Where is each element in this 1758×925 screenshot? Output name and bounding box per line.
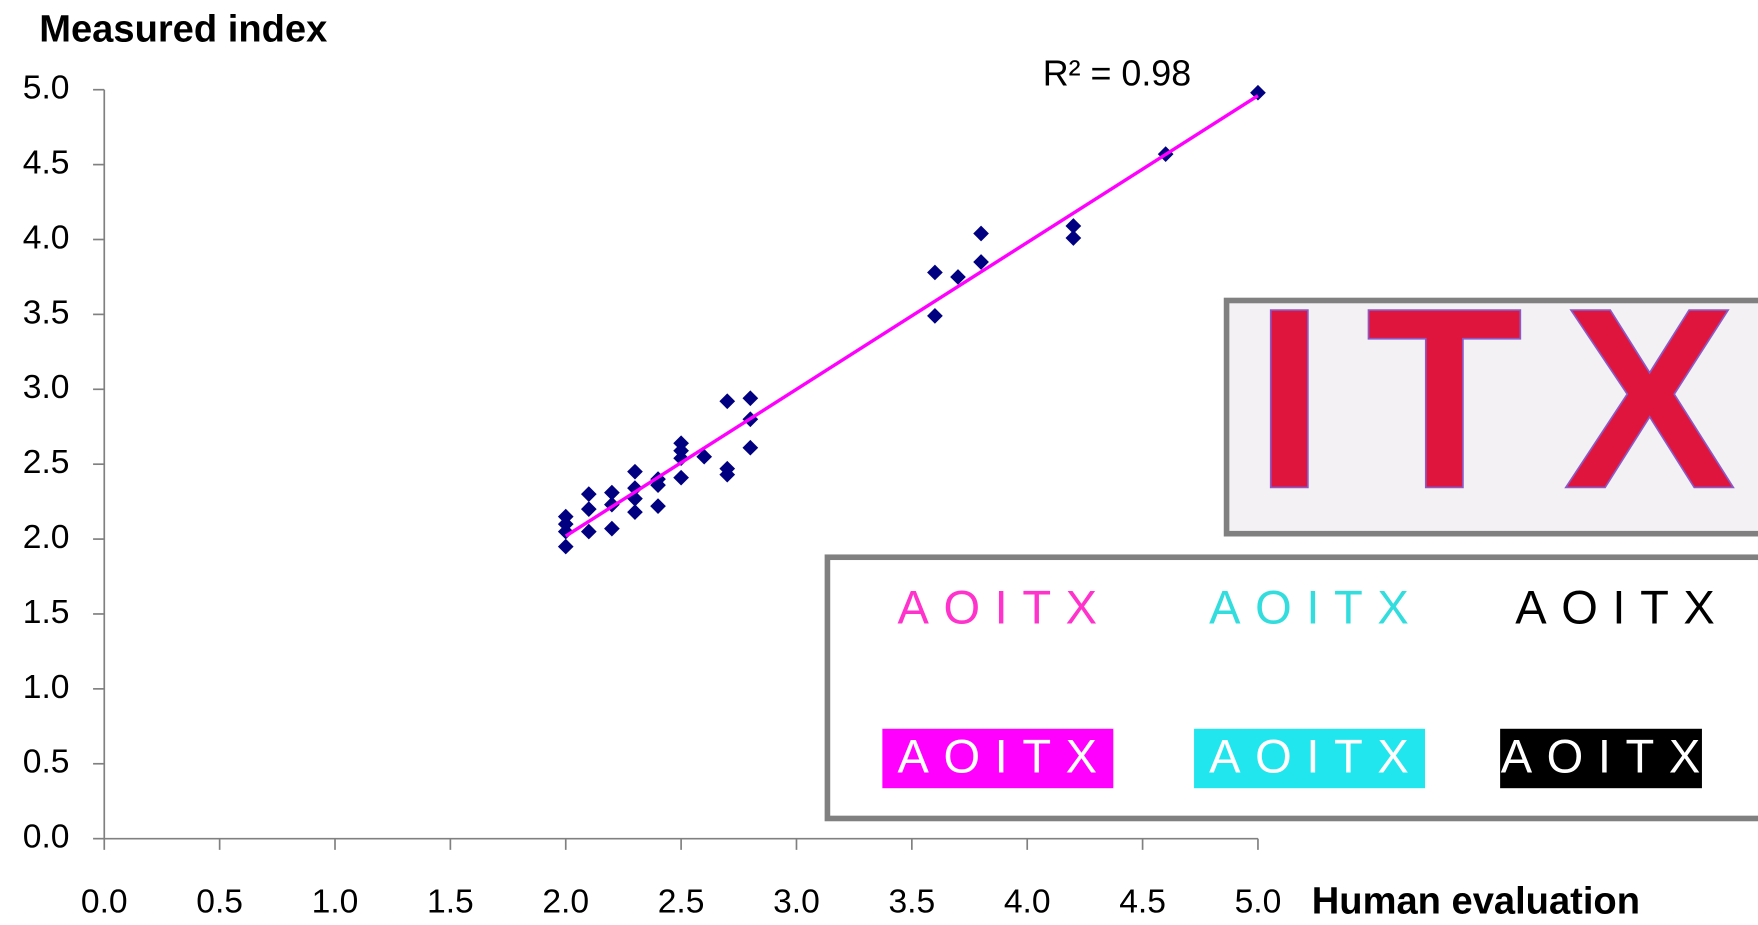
x-tick-label: 4.5	[1119, 884, 1166, 921]
y-tick-label: 0.5	[23, 744, 70, 781]
sample-text: AOITX	[898, 730, 1112, 783]
x-tick-label: 1.5	[427, 884, 474, 921]
y-tick-label: 4.5	[23, 144, 70, 181]
sample-text: AOITX	[1515, 580, 1729, 633]
inset-samples: AOITX AOITX AOITX AOITX AOITX AOITX	[827, 557, 1758, 818]
inset-itx: ITX	[1227, 254, 1758, 542]
sample-text: AOITX	[1209, 730, 1423, 783]
y-tick-label: 0.0	[23, 819, 70, 856]
x-tick-label: 4.0	[1004, 884, 1051, 921]
x-tick-label: 0.5	[196, 884, 243, 921]
x-tick-label: 5.0	[1235, 884, 1282, 921]
y-tick-label: 4.0	[23, 219, 70, 256]
y-tick-label: 2.5	[23, 444, 70, 481]
y-axis-label: Measured index	[39, 8, 327, 50]
x-axis-label: Human evaluation	[1312, 881, 1640, 923]
y-tick-label: 1.0	[23, 669, 70, 706]
sample-text: AOITX	[898, 580, 1112, 633]
x-tick-label: 3.5	[888, 884, 935, 921]
x-tick-label: 0.0	[81, 884, 128, 921]
y-tick-label: 2.0	[23, 519, 70, 556]
sample-text: AOITX	[1501, 730, 1715, 783]
r-squared: R² = 0.98	[1043, 54, 1192, 94]
chart: 0.0 0.5 1.0 1.5 2.0 2.5 3.0 3.5 4.0 4.5 5.0 0.0 0.5 1…	[0, 0, 1758, 925]
y-tick-label: 3.0	[23, 369, 70, 406]
y-tick-label: 1.5	[23, 594, 70, 631]
x-tick-label: 2.5	[658, 884, 705, 921]
y-tick-label: 5.0	[23, 70, 70, 107]
y-tick-label: 3.5	[23, 294, 70, 331]
sample-text: AOITX	[1209, 580, 1423, 633]
x-tick-label: 2.0	[542, 884, 589, 921]
x-tick-label: 3.0	[773, 884, 820, 921]
x-tick-label: 1.0	[312, 884, 359, 921]
